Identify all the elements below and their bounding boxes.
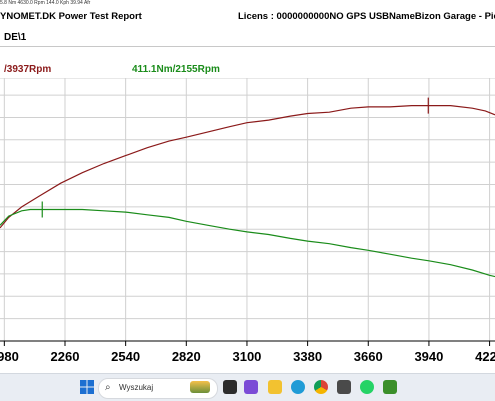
- search-input[interactable]: Wyszukaj: [119, 383, 154, 392]
- chrome-icon[interactable]: [314, 380, 328, 394]
- x-tick-label: 1980: [0, 349, 19, 364]
- license-info: Licens : 0000000000NO GPS USBNameBizon G…: [238, 11, 495, 22]
- landscape-widget-icon[interactable]: [190, 381, 210, 393]
- torque-peak-readout: 411.1Nm/2155Rpm: [132, 64, 220, 75]
- search-icon: ⌕: [105, 382, 111, 393]
- camera-icon[interactable]: [337, 380, 351, 394]
- x-tick-label: 2540: [111, 349, 140, 364]
- title-bar: YNOMET.DK Power Test Report Licens : 000…: [0, 8, 495, 26]
- file-explorer-icon[interactable]: [268, 380, 282, 394]
- app-title: YNOMET.DK Power Test Report: [0, 11, 142, 22]
- taskbar-search[interactable]: ⌕ Wyszukaj: [98, 378, 218, 399]
- windows-start-icon[interactable]: [80, 380, 94, 394]
- x-tick-label: 4220: [475, 349, 495, 364]
- whatsapp-icon[interactable]: [360, 380, 374, 394]
- run-label: DE\1: [4, 32, 27, 43]
- power-peak-readout: /3937Rpm: [4, 64, 52, 75]
- video-icon[interactable]: [244, 380, 258, 394]
- x-tick-label: 3380: [293, 349, 322, 364]
- x-tick-label: 2260: [51, 349, 80, 364]
- x-tick-label: 3940: [414, 349, 443, 364]
- edge-icon[interactable]: [291, 380, 305, 394]
- dyno-chart: 1980 2260 2540 2820 3100 3380 3660 3940 4220: [0, 78, 495, 364]
- taskbar: ⌕ Wyszukaj: [0, 373, 495, 401]
- x-tick-label: 3100: [232, 349, 261, 364]
- x-tick-label: 3660: [354, 349, 383, 364]
- task-view-icon[interactable]: [223, 380, 237, 394]
- power-curve: [0, 105, 495, 229]
- dyno-app-icon[interactable]: [383, 380, 397, 394]
- status-readout: 5.8 Nm 4630.0 Rpm 144.0 Kph 39.94 Afr: [0, 0, 91, 6]
- x-tick-label: 2820: [172, 349, 201, 364]
- torque-curve: [0, 208, 495, 278]
- header-divider: [0, 46, 495, 47]
